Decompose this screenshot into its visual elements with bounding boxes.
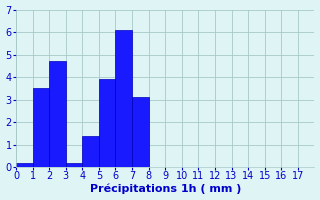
Bar: [16, 163, 33, 167]
Bar: [132, 97, 148, 167]
Bar: [49, 61, 66, 167]
Bar: [33, 88, 49, 167]
X-axis label: Précipitations 1h ( mm ): Précipitations 1h ( mm ): [90, 184, 241, 194]
Bar: [82, 136, 99, 167]
Bar: [66, 163, 82, 167]
Bar: [116, 30, 132, 167]
Bar: [99, 79, 116, 167]
